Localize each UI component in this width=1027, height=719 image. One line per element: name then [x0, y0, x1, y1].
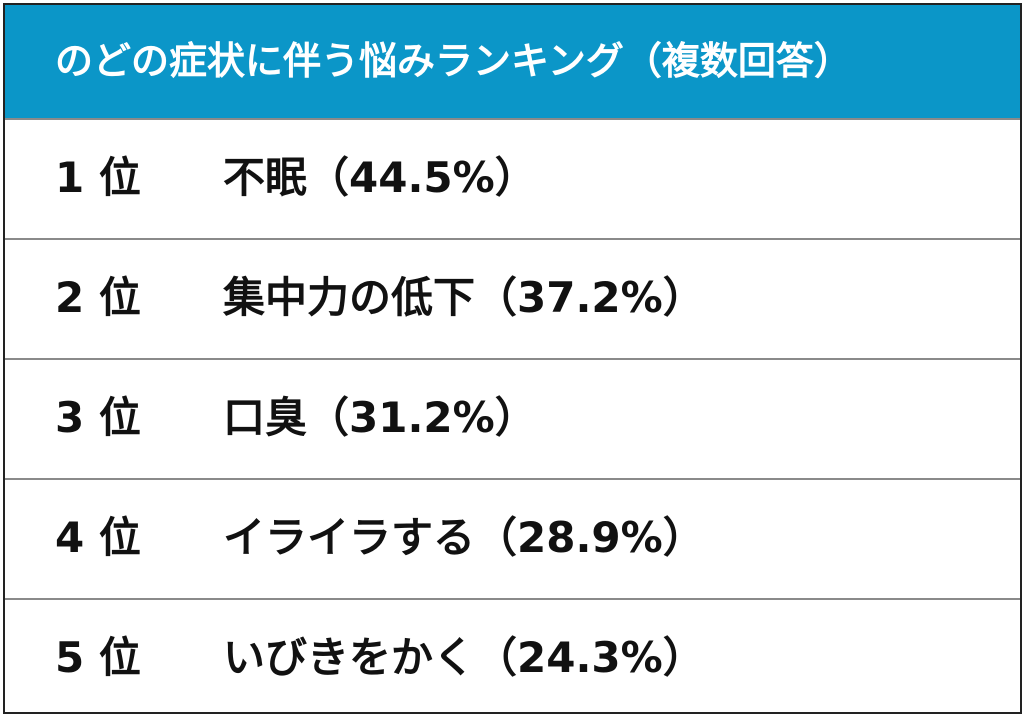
table-row: 4 位 イライラする（28.9%） [5, 478, 1020, 598]
item-label: 口臭（31.2%） [223, 393, 537, 442]
rank-label: 2 位 [55, 273, 141, 322]
table-row: 3 位 口臭（31.2%） [5, 358, 1020, 478]
header-title: のどの症状に伴う悩みランキング（複数回答） [55, 39, 852, 83]
item-label: 集中力の低下（37.2%） [223, 273, 705, 322]
table-row: 2 位 集中力の低下（37.2%） [5, 238, 1020, 358]
table-row: 5 位 いびきをかく（24.3%） [5, 598, 1020, 718]
ranking-table: のどの症状に伴う悩みランキング（複数回答） 1 位 不眠（44.5%） 2 位 集中力… [3, 3, 1022, 714]
item-label: イライラする（28.9%） [223, 513, 705, 562]
item-label: いびきをかく（24.3%） [223, 633, 705, 682]
rank-label: 3 位 [55, 393, 141, 442]
item-label: 不眠（44.5%） [223, 153, 537, 202]
rank-label: 5 位 [55, 633, 141, 682]
table-row: 1 位 不眠（44.5%） [5, 118, 1020, 238]
rank-label: 4 位 [55, 513, 141, 562]
header: のどの症状に伴う悩みランキング（複数回答） [5, 5, 1020, 118]
rank-label: 1 位 [55, 153, 141, 202]
